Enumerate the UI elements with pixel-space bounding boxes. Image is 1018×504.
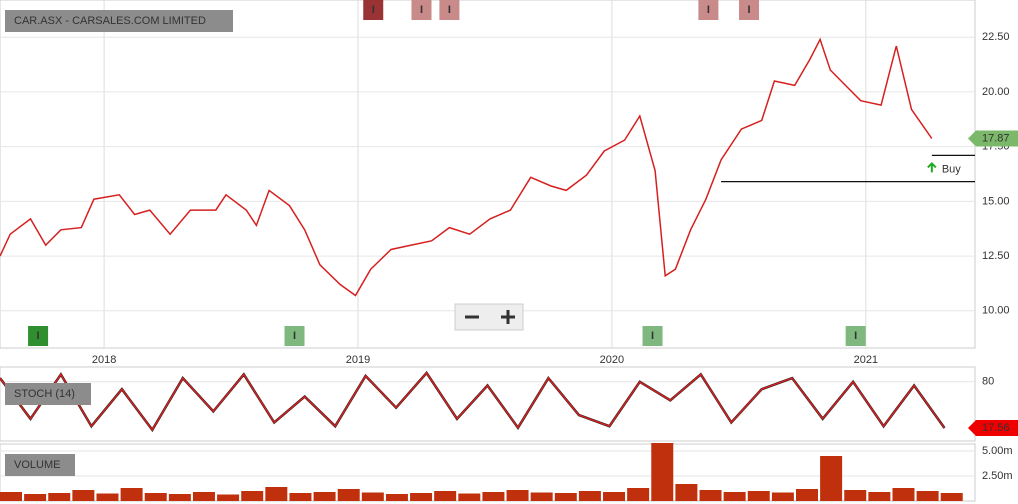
event-marker [739,0,760,20]
y-tick-label: 10.00 [982,305,1010,317]
bar [72,490,95,501]
event-marker [439,0,460,20]
y-tick-label: 2.50m [982,470,1013,482]
annotation-label: Buy [942,163,961,175]
bar [771,492,794,501]
y-tick-label: 12.50 [982,250,1010,262]
panel-frame [0,0,976,349]
bar [434,491,457,501]
panel-frame [0,366,976,442]
bar [48,493,71,501]
line-series [0,37,933,297]
x-tick-label: 2021 [854,354,878,366]
event-marker [411,0,432,20]
panel-title: CAR.ASX - CARSALES.COM LIMITED [14,15,206,27]
bar [361,492,384,501]
bar [217,494,240,501]
bar [795,489,818,501]
bar [0,492,22,501]
bar [603,492,626,501]
panel-title: STOCH (14) [14,388,75,400]
last-value-label: 17.87 [982,132,1010,144]
bar [578,491,601,501]
bar [265,487,288,501]
bar [699,490,722,501]
event-marker [845,326,866,346]
event-label: I [651,330,654,342]
bar [675,484,698,501]
bar [144,493,167,501]
buy-arrow [927,161,937,173]
bar [410,493,433,501]
bar [96,493,119,501]
bar [506,490,529,501]
bar [168,494,191,501]
bar [192,492,215,501]
bar [24,494,47,501]
event-label: I [372,4,375,16]
bar [627,488,650,501]
bar [482,492,505,501]
line-series [0,371,946,432]
y-tick-label: 5.00m [982,445,1013,457]
event-label: I [747,4,750,16]
event-label: I [37,330,40,342]
bar [916,491,939,501]
bar [120,488,143,501]
zoom-in-button[interactable] [501,310,515,324]
bar [844,490,867,501]
bar [892,488,915,501]
panel-header [5,383,91,405]
bar [313,492,336,501]
bar [651,443,674,501]
bar [289,493,312,501]
y-tick-label: 15.00 [982,195,1010,207]
last-value-label: 17.56 [982,422,1010,434]
x-tick-label: 2019 [346,354,370,366]
bar [337,489,360,501]
bar [385,494,408,501]
panel-title: VOLUME [14,459,60,471]
bar [868,492,891,501]
bar [747,491,770,501]
y-tick-label: 22.50 [982,31,1010,43]
bar [820,456,843,501]
x-tick-label: 2020 [600,354,624,366]
bar [554,493,577,501]
event-label: I [420,4,423,16]
event-label: I [707,4,710,16]
x-tick-label: 2018 [92,354,116,366]
event-marker [698,0,719,20]
bar [940,493,963,501]
bar [241,491,264,501]
y-tick-label: 80 [982,376,994,388]
last-value-tag [968,420,1018,437]
panel-header [5,454,75,476]
last-value-tag [968,130,1018,147]
event-label: I [293,330,296,342]
panel-header [5,10,233,32]
event-label: I [448,4,451,16]
event-label: I [854,330,857,342]
event-marker [642,326,663,346]
event-marker [363,0,384,20]
y-tick-label: 20.00 [982,86,1010,98]
bar [530,492,553,501]
bar [458,493,481,501]
bar [723,492,746,501]
event-marker [28,326,49,346]
event-marker [284,326,305,346]
